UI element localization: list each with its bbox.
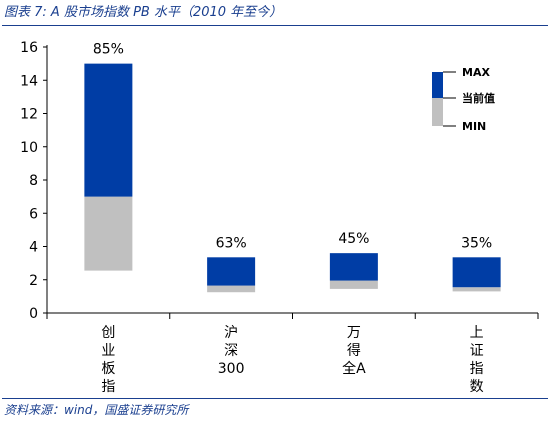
y-tick-label: 14 <box>20 73 38 89</box>
y-tick-label: 12 <box>20 107 38 123</box>
x-tick-label: 业 <box>101 343 115 359</box>
y-axis: 0 2 4 6 8 10 12 14 16 <box>20 40 48 322</box>
source-rule <box>2 398 548 399</box>
source-note: 资料来源：wind，国盛证券研究所 <box>4 403 189 417</box>
x-tick-label: 万 <box>347 325 361 341</box>
bar-upper-segment <box>84 63 133 197</box>
y-tick-label: 16 <box>20 40 38 56</box>
bar-upper-segment <box>329 253 378 281</box>
percentile-label: 63% <box>216 235 247 251</box>
bar-lower-segment <box>207 285 256 293</box>
y-tick-label: 2 <box>29 273 38 289</box>
x-tick-label: 300 <box>218 361 245 377</box>
y-tick-label: 8 <box>29 173 38 189</box>
x-tick-label: 深 <box>224 343 238 359</box>
legend-upper-swatch <box>432 72 443 98</box>
y-tick-label: 6 <box>29 206 38 222</box>
legend: MAX 当前值 MIN <box>432 66 495 133</box>
percentile-label: 85% <box>93 42 124 58</box>
bar-lower-segment <box>84 196 133 271</box>
x-tick-label: 上 <box>470 325 484 341</box>
percentile-label: 35% <box>461 235 492 251</box>
x-tick-label: 创 <box>101 325 115 341</box>
legend-current-label: 当前值 <box>462 91 495 105</box>
bar-lower-segment <box>452 287 501 292</box>
x-tick-label: 沪 <box>224 325 238 341</box>
figure-title: 图表 7: A 股市场指数 PB 水平（2010 年至今） <box>4 5 283 20</box>
bar-upper-segment <box>207 257 256 286</box>
legend-lower-swatch <box>432 98 443 126</box>
bar-lower-segment <box>329 280 378 289</box>
y-tick-label: 0 <box>29 306 38 322</box>
legend-min-label: MIN <box>462 120 486 133</box>
percentile-label: 45% <box>338 231 369 247</box>
bar-upper-segment <box>452 257 501 288</box>
x-tick-label: 证 <box>470 343 484 359</box>
x-tick-label: 得 <box>347 342 361 359</box>
legend-max-label: MAX <box>462 66 490 79</box>
x-tick-label: 全A <box>342 360 366 377</box>
x-tick-label: 指 <box>470 361 484 377</box>
y-tick-label: 4 <box>29 240 38 256</box>
x-tick-label: 数 <box>470 379 484 395</box>
bars: 85% 63% 45% 35% <box>84 42 501 293</box>
y-tick-label: 10 <box>20 140 38 156</box>
x-tick-label: 指 <box>101 379 115 395</box>
x-tick-label: 板 <box>101 361 115 377</box>
title-rule <box>2 25 548 26</box>
